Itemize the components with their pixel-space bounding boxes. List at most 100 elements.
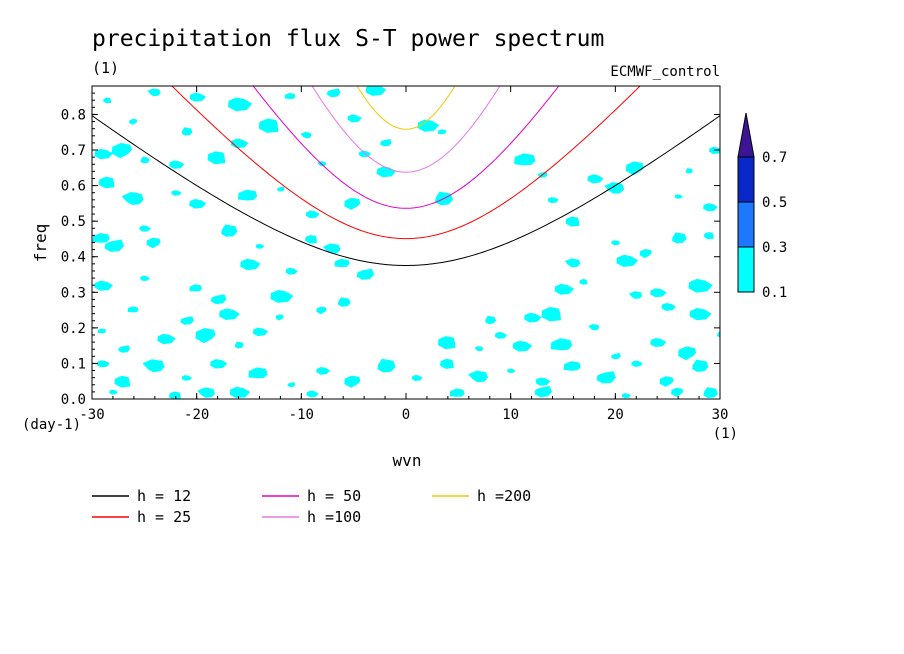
y-axis-units: (day-1) [22,417,81,433]
contour-patch [207,151,226,165]
contour-patch [565,216,580,227]
contour-patch [258,118,279,133]
contour-patch [417,119,440,132]
contour-patch [703,387,718,398]
contour-patch [621,393,631,399]
contour-patch [189,199,207,209]
contour-patch [322,243,341,254]
contour-patch [674,194,683,199]
contour-patch [92,233,110,243]
contour-patch [334,258,350,268]
curve-25 [171,86,641,240]
dispersion-curves [92,86,720,266]
contour-patch [142,359,165,373]
contour-patch [474,346,484,352]
x-tick-label: -20 [184,407,209,423]
contour-patch [365,86,387,96]
contour-patch [210,359,228,369]
contour-patch [494,331,508,339]
contour-patch [512,340,533,352]
contour-patch [661,303,676,311]
contour-patch [169,160,185,169]
contour-patch [109,389,118,395]
colorbar-box [737,201,755,248]
y-axis-label: freq [31,224,50,263]
contour-patch [306,390,319,398]
contour-patch [229,386,251,399]
contour-patch [305,235,317,244]
contour-patch [195,328,216,344]
curve-50 [252,86,560,209]
contour-patch [437,336,456,350]
curve-200 [356,86,456,130]
contour-patch [139,225,151,232]
contour-patch [140,275,150,281]
contour-patch [485,315,496,324]
contour-patch [157,333,176,345]
legend: h = 12 h = 25 h = 50 h =100 h =200 [92,487,531,526]
contour-patch [197,387,215,398]
contour-patch [337,297,351,307]
curve-12 [92,115,720,266]
contour-patch [588,324,600,331]
contour-patch [671,387,684,397]
contour-patch [411,374,423,381]
contour-patch [103,97,112,104]
contour-patch [507,368,516,373]
colorbar-box [737,246,755,293]
contour-patch [524,312,542,323]
contour-patch [514,153,536,166]
x-tick-label: 30 [712,407,729,423]
colorbar: 0.1 0.3 0.5 0.7 [737,112,787,301]
x-tick-label: 10 [502,407,519,423]
colorbar-triangle [737,112,755,158]
contour-patch [604,182,625,194]
contour-patch [564,258,581,268]
contour-patch [650,288,667,298]
y-tick-label: 0.2 [61,321,86,337]
contour-patch [147,88,161,97]
contour-patch [284,93,296,99]
y-tick-label: 0.8 [61,107,86,123]
contour-patch [129,118,138,125]
legend-label: h = 50 [307,487,361,505]
contour-patch [111,143,132,159]
x-axis-label: wvn [393,451,422,470]
x-tick-label: -30 [79,407,104,423]
contour-patch [234,341,244,349]
contour-patch [94,148,113,160]
x-tick-label: 20 [607,407,624,423]
contour-patch [240,258,261,271]
contour-patch [672,232,687,244]
contour-patch [377,358,396,373]
contour-patch [305,210,320,219]
y-tick-label: 0.3 [61,285,86,301]
contour-patch [344,375,361,388]
chart-title: precipitation flux S-T power spectrum [92,26,604,52]
contour-patch [316,306,327,315]
colorbar-label: 0.3 [762,240,787,256]
contour-patch [140,156,150,164]
contour-patch [219,308,240,320]
contour-patch [692,359,709,372]
contour-patch [347,114,362,123]
legend-label: h = 25 [137,508,191,526]
x-tick-label: -10 [289,407,314,423]
contour-patch [180,316,194,325]
contour-patch [127,306,139,313]
contour-patch [97,328,107,334]
contour-patch [275,314,284,321]
contour-patch [704,232,714,240]
contour-patch [270,290,294,303]
contour-patch [104,239,124,252]
contour-patch [563,361,581,371]
contour-patch [547,197,559,204]
y-tick-label: 0.5 [61,214,86,230]
contour-patch [628,291,643,299]
contour-patch [596,371,616,384]
contour-patch [316,367,331,375]
contour-patch [611,240,621,246]
colorbar-label: 0.1 [762,285,787,301]
contour-patch [356,268,375,280]
